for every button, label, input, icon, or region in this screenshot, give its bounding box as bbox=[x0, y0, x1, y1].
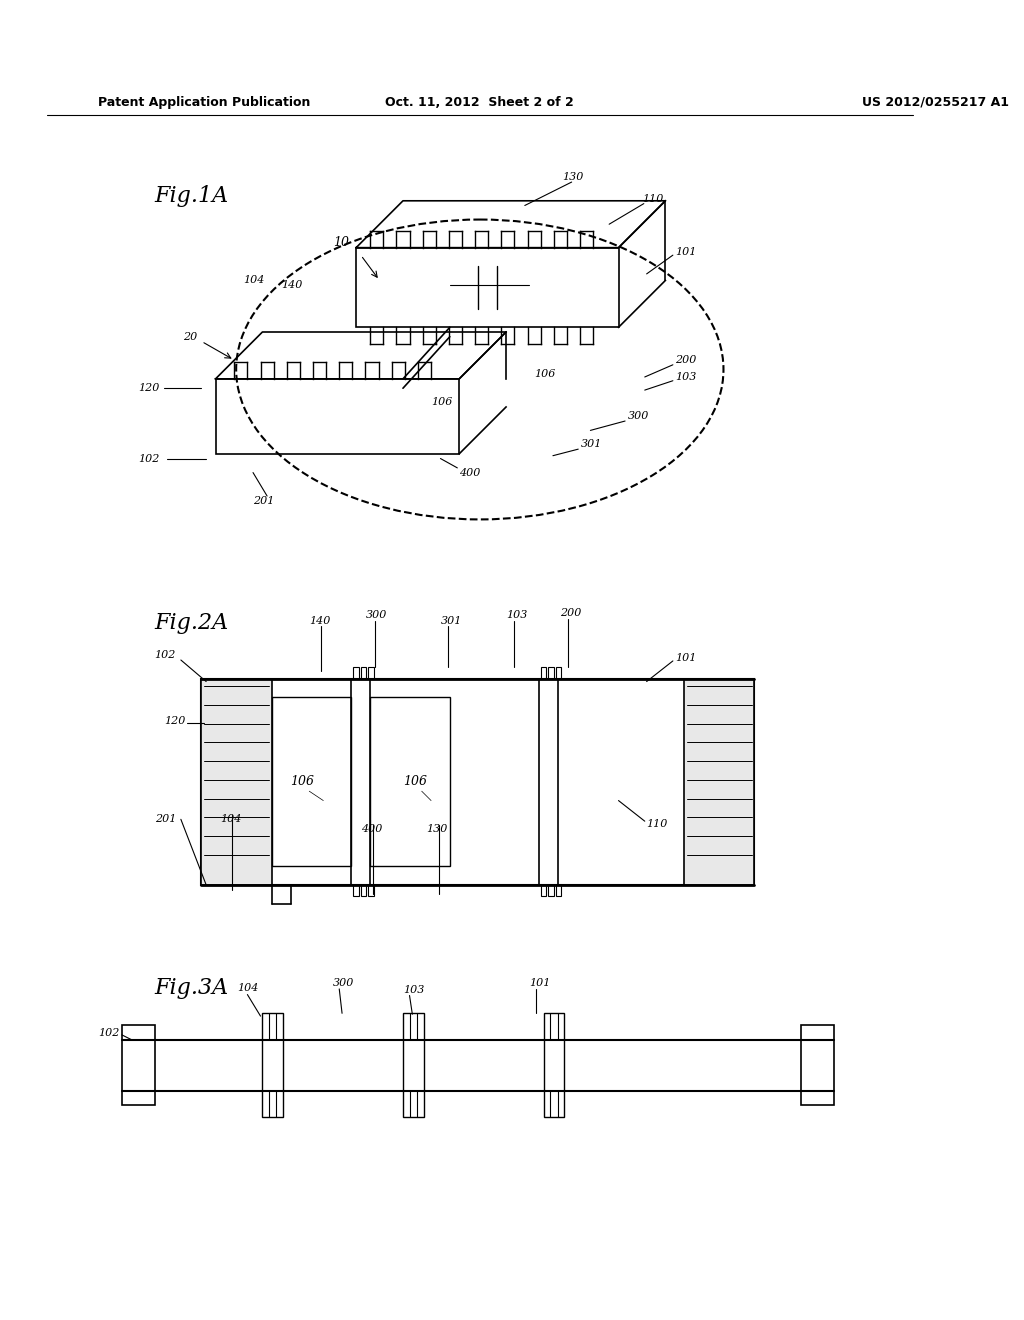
Text: 101: 101 bbox=[529, 978, 551, 989]
Text: 104: 104 bbox=[244, 276, 265, 285]
Text: 102: 102 bbox=[155, 651, 176, 660]
Text: Fig.3A: Fig.3A bbox=[155, 977, 229, 999]
Text: 101: 101 bbox=[675, 653, 696, 663]
Bar bbox=[356, 248, 618, 327]
Bar bbox=[369, 668, 374, 678]
Text: 120: 120 bbox=[164, 715, 185, 726]
Text: 130: 130 bbox=[426, 824, 447, 834]
Bar bbox=[801, 1026, 835, 1105]
Text: 140: 140 bbox=[309, 615, 331, 626]
Bar bbox=[548, 884, 554, 896]
Text: Fig.2A: Fig.2A bbox=[155, 611, 229, 634]
Text: 301: 301 bbox=[440, 615, 462, 626]
Text: 106: 106 bbox=[291, 775, 314, 788]
Text: 130: 130 bbox=[562, 173, 584, 182]
Text: 300: 300 bbox=[366, 610, 387, 620]
Bar bbox=[403, 1014, 424, 1117]
Bar bbox=[541, 884, 547, 896]
Bar bbox=[370, 697, 450, 866]
Text: 102: 102 bbox=[98, 1028, 120, 1038]
Bar bbox=[271, 697, 351, 866]
Text: 140: 140 bbox=[282, 280, 302, 290]
Text: 110: 110 bbox=[642, 194, 664, 203]
Text: 400: 400 bbox=[360, 824, 382, 834]
Bar bbox=[556, 668, 561, 678]
Text: 110: 110 bbox=[646, 818, 668, 829]
Text: 10: 10 bbox=[333, 236, 349, 249]
Bar bbox=[122, 1026, 155, 1105]
Text: 106: 106 bbox=[431, 397, 453, 408]
Bar bbox=[262, 1014, 283, 1117]
Text: 101: 101 bbox=[675, 247, 696, 257]
Text: 103: 103 bbox=[675, 372, 696, 381]
Bar bbox=[369, 884, 374, 896]
Text: 400: 400 bbox=[459, 467, 480, 478]
Bar bbox=[548, 668, 554, 678]
Text: 20: 20 bbox=[182, 331, 197, 342]
Bar bbox=[202, 678, 271, 884]
Text: 201: 201 bbox=[253, 496, 274, 506]
Text: 106: 106 bbox=[403, 775, 427, 788]
Text: 104: 104 bbox=[238, 983, 258, 993]
Bar bbox=[360, 668, 367, 678]
Text: 120: 120 bbox=[138, 383, 159, 393]
Bar bbox=[353, 884, 359, 896]
Bar bbox=[684, 678, 755, 884]
Text: 106: 106 bbox=[535, 370, 556, 379]
Bar bbox=[556, 884, 561, 896]
Bar bbox=[360, 884, 367, 896]
Bar bbox=[353, 668, 359, 678]
Bar bbox=[541, 668, 547, 678]
Text: 200: 200 bbox=[560, 609, 582, 618]
Text: 104: 104 bbox=[220, 814, 242, 824]
Text: Fig.1A: Fig.1A bbox=[155, 185, 229, 207]
Text: 300: 300 bbox=[628, 412, 649, 421]
Bar bbox=[215, 379, 459, 454]
Text: Patent Application Publication: Patent Application Publication bbox=[98, 96, 310, 108]
Text: US 2012/0255217 A1: US 2012/0255217 A1 bbox=[862, 96, 1010, 108]
Bar bbox=[202, 678, 755, 884]
Text: 200: 200 bbox=[675, 355, 696, 366]
Text: 300: 300 bbox=[333, 978, 354, 989]
Bar bbox=[544, 1014, 564, 1117]
Text: 201: 201 bbox=[155, 814, 176, 824]
Text: Oct. 11, 2012  Sheet 2 of 2: Oct. 11, 2012 Sheet 2 of 2 bbox=[385, 96, 574, 108]
Text: 102: 102 bbox=[138, 454, 159, 463]
Text: 301: 301 bbox=[581, 440, 602, 449]
Text: 103: 103 bbox=[506, 610, 527, 620]
Text: 103: 103 bbox=[403, 985, 424, 995]
